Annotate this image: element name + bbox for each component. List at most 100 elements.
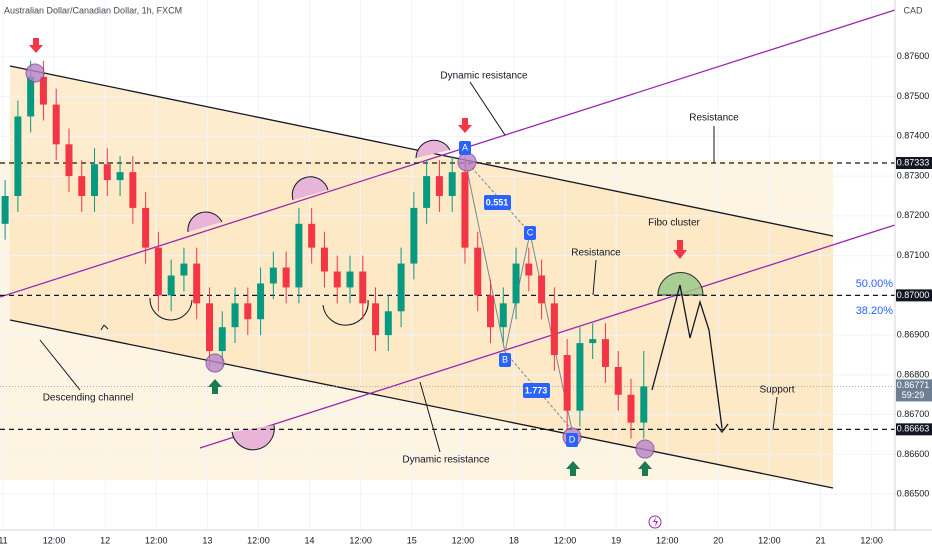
ratio-box xyxy=(523,383,550,398)
channel-area xyxy=(10,66,833,488)
x-tick-label: 12 xyxy=(100,535,110,545)
candle-body xyxy=(142,207,150,248)
pivot-circle xyxy=(25,63,45,83)
pivot-circle xyxy=(635,439,655,459)
arch xyxy=(415,139,451,159)
callout xyxy=(469,81,506,136)
fib-label: 50.00% xyxy=(856,278,894,290)
callout xyxy=(100,324,109,331)
x-tick-label: 21 xyxy=(815,535,825,545)
projection xyxy=(651,284,723,429)
time-axis xyxy=(0,530,932,550)
candle-body xyxy=(14,116,22,196)
up-arrow xyxy=(208,379,222,394)
ratio-label: 0.551 xyxy=(486,197,509,207)
candle-body xyxy=(589,339,597,344)
candle-body xyxy=(308,223,316,248)
y-tick-label: 0.86900 xyxy=(897,330,930,340)
callout xyxy=(592,259,597,296)
candle-body xyxy=(52,104,60,145)
event-icon-bolt xyxy=(653,517,658,527)
candle-body xyxy=(410,207,418,264)
arch xyxy=(187,211,223,233)
drawings xyxy=(0,9,896,489)
candle-body xyxy=(640,386,648,423)
level-tag-label: 0.86663 xyxy=(897,424,930,434)
arch xyxy=(149,297,193,321)
channel-bottom xyxy=(9,319,834,489)
candle-body xyxy=(320,247,328,272)
candle-body xyxy=(372,303,380,336)
candle-body xyxy=(461,172,469,248)
candle-body xyxy=(78,176,86,196)
callout xyxy=(419,381,441,453)
candle-body xyxy=(525,263,533,276)
down-arrow xyxy=(29,38,43,53)
point-label: C xyxy=(527,227,534,237)
level-tag xyxy=(896,423,932,436)
grid xyxy=(0,0,895,530)
candle-body xyxy=(487,295,495,328)
y-tick-label: 0.87100 xyxy=(897,250,930,260)
level-tag xyxy=(896,156,932,169)
y-tick-label: 0.87600 xyxy=(897,51,930,61)
annotation: Resistance xyxy=(571,248,621,259)
x-tick-label: 12:00 xyxy=(452,535,475,545)
x-tick-label: 12:00 xyxy=(758,535,781,545)
candle-body xyxy=(218,327,226,352)
candle-body xyxy=(65,144,73,177)
x-tick-label: 11 xyxy=(0,535,8,545)
candle-body xyxy=(244,303,252,320)
candle-body xyxy=(423,176,431,208)
y-tick-label: 0.87400 xyxy=(897,131,930,141)
arch xyxy=(291,176,329,201)
fib-label: 38.20% xyxy=(856,305,894,317)
y-tick-label: 0.86700 xyxy=(897,409,930,419)
harmonic-leg xyxy=(464,159,531,234)
callout xyxy=(39,339,81,391)
candle-body xyxy=(435,176,443,196)
candle-body xyxy=(563,355,571,411)
candle-body xyxy=(282,267,290,288)
candle-body xyxy=(193,263,201,304)
last-price-label: 0.86771 xyxy=(897,380,930,390)
pivot-circle xyxy=(205,353,225,373)
y-tick-label: 0.86600 xyxy=(897,449,930,459)
level-tag xyxy=(896,289,932,302)
x-tick-label: 19 xyxy=(611,535,621,545)
pivot-circle xyxy=(457,152,477,172)
countdown: 59:29 xyxy=(902,390,925,400)
arch xyxy=(231,424,275,451)
x-tick-label: 12:00 xyxy=(247,535,270,545)
candle-body xyxy=(167,275,175,296)
candle-body xyxy=(538,275,546,304)
callout xyxy=(772,396,778,431)
x-tick-label: 12:00 xyxy=(145,535,168,545)
chart-title: Australian Dollar/Canadian Dollar, 1h, F… xyxy=(4,5,182,15)
up-arrow xyxy=(566,461,580,476)
annotation: Dynamic resistance xyxy=(440,71,528,82)
price-axis xyxy=(895,0,932,530)
annotation: Resistance xyxy=(689,113,739,124)
level-tag-label: 0.87333 xyxy=(897,157,930,167)
fibo-arch xyxy=(657,272,704,296)
point-box xyxy=(459,141,471,155)
candle-body xyxy=(333,271,341,288)
currency: CAD xyxy=(903,5,923,15)
candle-body xyxy=(257,283,265,320)
candle-body xyxy=(27,76,35,117)
candle-body xyxy=(180,263,188,276)
candle-body xyxy=(474,247,482,296)
x-tick-label: 13 xyxy=(202,535,212,545)
candle-body xyxy=(384,311,392,336)
candle-body xyxy=(499,303,507,328)
y-tick-label: 0.87300 xyxy=(897,170,930,180)
y-tick-label: 0.86800 xyxy=(897,369,930,379)
channel-fill xyxy=(0,66,833,488)
annotations: Dynamic resistance Resistance Fibo clust… xyxy=(43,71,894,466)
point-box xyxy=(566,433,578,447)
candle-body xyxy=(359,271,367,304)
axis-labels: 0.86500 0.86600 0.86700 0.86800 0.86900 0.870… xyxy=(0,51,932,545)
candle-body xyxy=(550,303,558,356)
x-tick-label: 15 xyxy=(407,535,417,545)
